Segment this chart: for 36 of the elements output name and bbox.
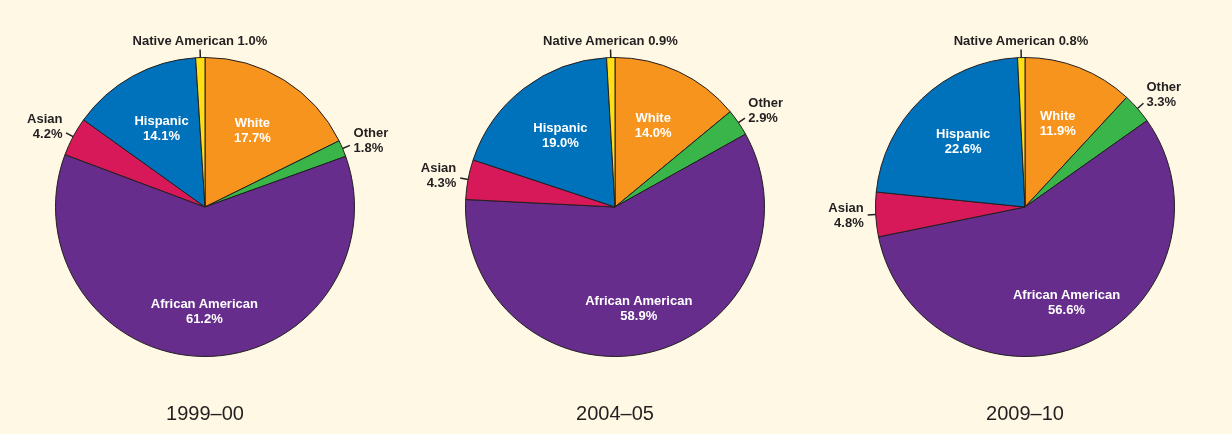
data-label: 14.0% [634, 124, 673, 140]
slice-label: White [635, 109, 671, 125]
data-label: 19.0% [542, 134, 580, 150]
slice-label: Hispanic [936, 126, 991, 142]
data-label: 17.7% [233, 129, 272, 145]
slice-label: Other [1146, 79, 1182, 95]
data-label: 58.9% [620, 307, 658, 323]
data-label: 11.9% [1039, 122, 1077, 138]
slice-label: Native American 1.0% [132, 33, 268, 49]
data-label: 14.1% [143, 127, 181, 143]
slice-label: Native American 0.8% [953, 33, 1089, 49]
data-label: 61.2% [185, 310, 224, 326]
text: 2004–05 [576, 402, 654, 425]
slice-label: White [234, 114, 271, 130]
slice-label: African American [150, 295, 258, 311]
text: 1999–00 [166, 402, 244, 425]
slice-label: African American [585, 292, 693, 308]
slice-label: Other [353, 124, 389, 140]
data-label: 4.2% [32, 126, 63, 142]
slice-label: Hispanic [134, 112, 189, 128]
data-label: 4.8% [834, 214, 865, 230]
slice-label: Asian [420, 159, 457, 175]
slice-label: Other [748, 95, 783, 111]
slice-label: Native American 0.9% [543, 33, 679, 49]
slice-label: African American [1012, 287, 1121, 303]
data-label: 3.3% [1146, 94, 1177, 110]
slice-label: Asian [27, 111, 63, 127]
text: 2009–10 [986, 402, 1064, 425]
data-label: 22.6% [944, 141, 983, 157]
slice-label: Asian [828, 199, 864, 215]
data-label: 2.9% [748, 110, 779, 126]
slice-label: White [1040, 107, 1076, 123]
data-label: 56.6% [1048, 302, 1086, 318]
data-label: 4.3% [426, 174, 457, 190]
slice-label: Hispanic [533, 119, 588, 135]
data-label: 1.8% [353, 139, 384, 155]
